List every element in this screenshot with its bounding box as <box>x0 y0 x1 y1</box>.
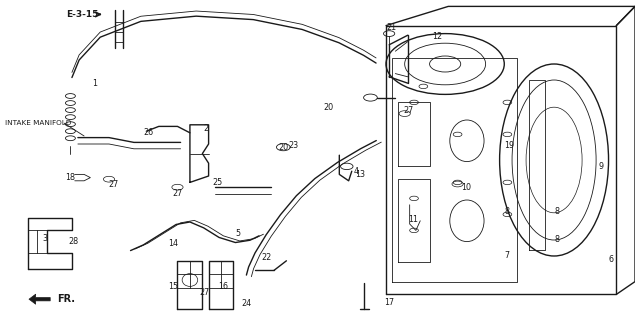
Text: 16: 16 <box>218 282 228 291</box>
Text: 27: 27 <box>108 180 119 188</box>
Text: 2: 2 <box>203 124 208 132</box>
Text: 27: 27 <box>403 106 413 115</box>
Text: 25: 25 <box>213 178 223 187</box>
Text: 11: 11 <box>408 215 418 224</box>
Text: 26: 26 <box>143 128 153 137</box>
Text: 27: 27 <box>199 288 210 297</box>
Text: 7: 7 <box>505 252 510 260</box>
Text: 21: 21 <box>386 23 396 32</box>
Text: 6: 6 <box>609 255 614 264</box>
Text: 20: 20 <box>278 143 288 152</box>
Text: 1: 1 <box>92 79 97 88</box>
Text: 4: 4 <box>354 167 359 176</box>
Text: 18: 18 <box>65 173 75 182</box>
Text: 19: 19 <box>504 141 514 150</box>
Text: 9: 9 <box>598 162 603 171</box>
Text: 22: 22 <box>262 253 272 262</box>
Text: 14: 14 <box>168 239 178 248</box>
Text: 20: 20 <box>324 103 334 112</box>
Text: 3: 3 <box>43 234 48 243</box>
Text: FR.: FR. <box>57 294 76 304</box>
Text: 24: 24 <box>241 300 251 308</box>
Text: 5: 5 <box>236 229 241 238</box>
Text: 23: 23 <box>289 141 299 150</box>
Text: 28: 28 <box>69 237 79 246</box>
Text: 8: 8 <box>555 207 559 216</box>
Text: 17: 17 <box>384 298 394 307</box>
Text: 15: 15 <box>168 282 178 291</box>
Text: 10: 10 <box>460 183 471 192</box>
Text: INTAKE MANIFOLD: INTAKE MANIFOLD <box>6 120 72 126</box>
Text: 12: 12 <box>432 32 442 41</box>
Text: 27: 27 <box>172 189 183 198</box>
Text: 8: 8 <box>555 236 559 244</box>
Text: 8: 8 <box>505 207 510 216</box>
Text: E-3-15: E-3-15 <box>66 10 98 19</box>
Text: 13: 13 <box>355 170 365 179</box>
